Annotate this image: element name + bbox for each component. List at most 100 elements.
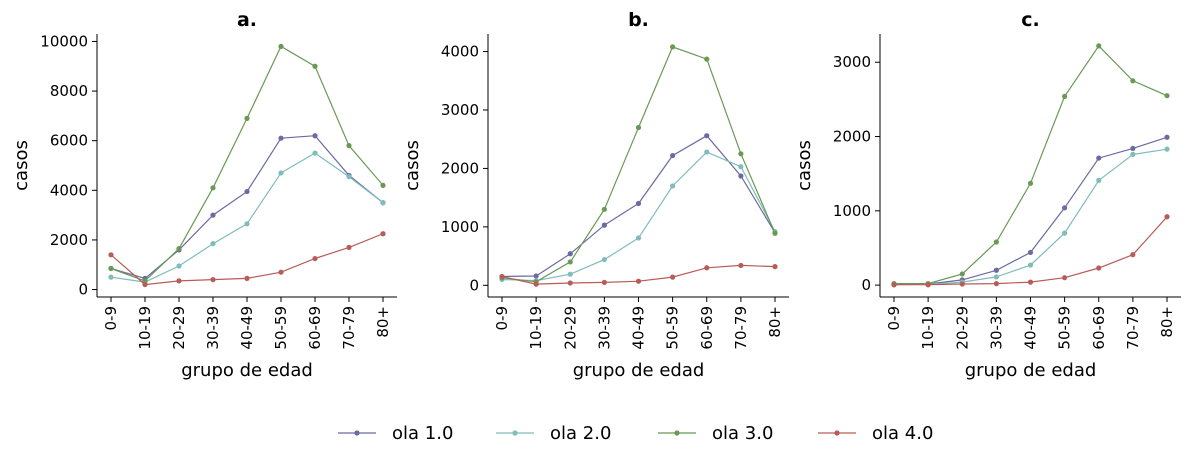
data-point (635, 235, 642, 241)
data-point (210, 212, 216, 218)
x-tick-label: 40-49 (238, 306, 256, 350)
data-point (346, 174, 352, 180)
x-tick-label: 20-29 (953, 306, 971, 350)
legend-marker (674, 430, 680, 436)
data-point (244, 115, 250, 121)
data-point (1062, 230, 1068, 236)
legend-label: ola 1.0 (392, 423, 453, 444)
x-tick-label: 50-59 (272, 306, 290, 350)
y-tick-label: 4000 (441, 43, 479, 61)
data-point (601, 256, 607, 263)
data-point (635, 200, 642, 207)
data-point (380, 231, 386, 237)
data-point (738, 173, 744, 179)
y-axis-label: casos (402, 140, 423, 191)
data-point (925, 282, 931, 288)
data-point (210, 277, 216, 283)
y-tick-label: 2000 (833, 128, 871, 146)
x-tick-label: 80+ (766, 306, 784, 338)
data-point (567, 259, 573, 265)
data-point (108, 252, 114, 258)
data-point (704, 149, 710, 155)
x-tick-label: 30-39 (204, 306, 222, 350)
data-point (738, 164, 744, 170)
x-axis-label: grupo de edad (573, 360, 705, 381)
x-tick-label: 20-29 (561, 306, 579, 350)
data-point (1062, 275, 1068, 281)
series-line-ola-3-0 (110, 45, 384, 282)
data-point (210, 241, 216, 247)
x-tick-label: 60-69 (698, 306, 716, 350)
data-point (1096, 177, 1102, 183)
data-point (1062, 93, 1068, 100)
y-tick-label: 0 (861, 276, 871, 294)
data-point (278, 135, 284, 141)
x-tick-label: 40-49 (1022, 306, 1040, 350)
data-point (244, 221, 250, 227)
data-point (1027, 249, 1034, 256)
y-axis-label: casos (794, 140, 815, 191)
data-point (108, 274, 114, 280)
data-point (210, 185, 216, 191)
data-point (244, 188, 250, 195)
data-point (704, 133, 710, 139)
data-point (670, 44, 676, 50)
data-point (1027, 262, 1034, 268)
data-point (108, 265, 114, 272)
data-point (601, 279, 607, 285)
data-point (670, 152, 676, 159)
x-tick-label: 50-59 (664, 306, 682, 350)
data-point (1130, 78, 1136, 84)
y-tick-label: 8000 (50, 82, 88, 100)
legend-item: ola 1.0 (338, 423, 453, 444)
chart-panel-3: 0 1000 2000 3000 0-9 10-19 20-29 30-39 40-49 50-5… (794, 9, 1181, 381)
x-tick-label: 20-29 (170, 306, 188, 350)
x-axis-label: grupo de edad (965, 360, 1097, 381)
legend-label: ola 2.0 (550, 423, 611, 444)
data-point (635, 278, 642, 284)
y-tick-label: 0 (78, 281, 88, 299)
data-point (312, 255, 318, 262)
y-axis-label: casos (11, 140, 32, 191)
data-point (312, 63, 318, 69)
data-point (1130, 151, 1136, 157)
data-point (772, 230, 778, 236)
data-point (278, 170, 284, 176)
data-point (312, 150, 318, 156)
data-point (1027, 180, 1034, 186)
data-point (567, 251, 573, 257)
data-point (1062, 205, 1068, 211)
data-point (1096, 265, 1102, 271)
data-point (499, 273, 505, 280)
data-point (176, 246, 182, 252)
x-tick-label: 80+ (374, 306, 392, 338)
data-point (176, 278, 182, 284)
legend-label: ola 3.0 (712, 423, 773, 444)
y-tick-label: 1000 (441, 218, 479, 236)
data-point (380, 182, 386, 188)
legend-item: ola 4.0 (818, 423, 933, 444)
data-point (601, 222, 607, 228)
data-point (142, 278, 148, 284)
legend: ola 1.0 ola 2.0 ola 3.0 ola 4.0 (338, 423, 933, 444)
legend-item: ola 2.0 (496, 423, 611, 444)
legend-marker (834, 430, 840, 436)
x-tick-label: 30-39 (987, 306, 1005, 350)
data-point (1096, 43, 1102, 49)
legend-label: ola 4.0 (872, 423, 933, 444)
data-point (278, 269, 284, 275)
y-tick-label: 10000 (40, 32, 88, 50)
y-tick-label: 0 (469, 276, 479, 294)
data-point (670, 274, 676, 280)
x-tick-label: 70-79 (340, 306, 358, 350)
y-tick-label: 2000 (441, 159, 479, 177)
x-tick-label: 30-39 (595, 306, 613, 350)
data-point (635, 124, 642, 131)
legend-marker (512, 430, 518, 436)
data-point (567, 271, 573, 277)
x-tick-label: 0-9 (885, 306, 903, 331)
data-point (738, 151, 744, 157)
data-point (1130, 145, 1136, 152)
legend-marker (354, 430, 360, 436)
